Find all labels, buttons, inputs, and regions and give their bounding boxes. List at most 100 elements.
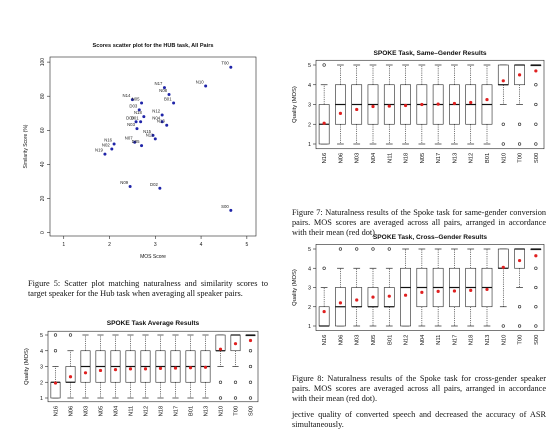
outlier-point <box>534 83 538 87</box>
y-tick-label: 3 <box>308 103 311 109</box>
scatter-point-label: S00 <box>221 204 229 209</box>
outlier-point <box>53 333 58 337</box>
mean-dot <box>355 298 359 302</box>
mean-dot <box>485 97 489 102</box>
box-label: N03 <box>355 153 361 164</box>
y-axis-label: Quality (MOS) <box>292 86 298 123</box>
y-tick-label: 2 <box>308 122 311 128</box>
mean-dot <box>188 366 193 370</box>
mean-dot <box>517 258 522 263</box>
scatter-point-label: N16 <box>104 137 112 142</box>
box <box>351 287 363 308</box>
y-tick-label: 2 <box>308 305 311 311</box>
outlier-point <box>218 380 223 384</box>
box-label: N10 <box>501 153 507 164</box>
scatter-point <box>137 108 141 112</box>
box-label: N13 <box>485 335 491 346</box>
box-label: N18 <box>159 406 165 417</box>
outlier-point <box>534 324 538 328</box>
box-label: N03 <box>84 406 90 417</box>
mean-dot <box>143 367 148 371</box>
box-label: T00 <box>518 153 524 163</box>
scatter-point-label: N10 <box>196 79 204 84</box>
scatter-point-label: N15 <box>143 129 151 134</box>
scatter-title: Scores scatter plot for the HUB task, Al… <box>92 43 213 49</box>
scatter-point <box>167 93 171 97</box>
box-label: N11 <box>436 335 442 345</box>
scatter-point-label: D00 <box>126 115 134 120</box>
box-label: N17 <box>452 335 458 346</box>
y-axis-label: Quality (MOS) <box>24 348 30 385</box>
scatter-point-label: T00 <box>221 61 229 66</box>
mean-dot <box>501 265 505 269</box>
box-label: N05 <box>99 406 105 417</box>
x-tick-label: 5 <box>245 242 248 248</box>
box-label: N04 <box>420 334 426 345</box>
y-tick-label: 4 <box>40 349 43 355</box>
mean-dot <box>485 287 489 292</box>
box-label: N05 <box>420 153 426 164</box>
mean-dot <box>218 347 223 351</box>
x-tick-label: 4 <box>200 242 203 248</box>
mean-dot <box>501 79 505 83</box>
mean-dot <box>420 290 424 294</box>
outlier-point <box>517 142 522 146</box>
cross-gender-boxplot: SPOKE Task, Cross–Gender Results 1 2 3 4 5 Qua… <box>292 234 545 346</box>
outlier-point <box>501 142 505 146</box>
box-label: N04 <box>114 405 120 416</box>
scatter-point-label: N05 <box>132 97 140 102</box>
scatter-point-label: N18 <box>134 110 142 115</box>
boxplot-frame <box>315 59 545 150</box>
box-label: N11 <box>387 153 393 163</box>
box <box>65 366 76 383</box>
boxplot-frame <box>315 244 545 331</box>
scatter-plot: Scores scatter plot for the HUB task, Al… <box>23 43 257 260</box>
outlier-point <box>534 305 538 309</box>
scatter-point <box>139 120 143 124</box>
outlier-point <box>248 396 253 400</box>
mean-dot <box>469 100 473 105</box>
mean-dot <box>469 288 473 292</box>
y-tick-label: 3 <box>308 286 311 292</box>
outlier-point <box>501 122 505 126</box>
x-tick-label: 3 <box>154 242 157 248</box>
outlier-point <box>534 142 538 146</box>
scatter-frame <box>49 56 257 237</box>
y-tick-label: 1 <box>40 396 43 402</box>
mean-dot <box>452 101 457 106</box>
scatter-point <box>103 152 107 156</box>
box-label: S00 <box>534 153 540 163</box>
y-tick-label: 5 <box>308 247 311 253</box>
mean-dot <box>248 338 253 343</box>
outlier-point <box>501 324 505 328</box>
box <box>497 248 509 269</box>
y-axis-label: Similarity Score (%) <box>23 124 29 168</box>
mean-dot <box>98 368 103 373</box>
x-axis-label: MOS Score <box>140 254 166 260</box>
mean-dot <box>371 295 375 299</box>
boxplot-title: SPOKE Task, Same–Gender Results <box>373 50 486 57</box>
mean-dot <box>420 102 424 107</box>
box-label: N12 <box>404 335 410 346</box>
scatter-point <box>160 113 164 117</box>
scatter-point-label: D03 <box>129 103 137 108</box>
figure-5-scatter: Scores scatter plot for the HUB task, Al… <box>18 40 268 278</box>
outlier-point <box>248 364 253 369</box>
mean-dot <box>338 111 343 115</box>
mean-dot <box>322 309 326 314</box>
box-label: N10 <box>501 335 507 346</box>
scatter-point <box>130 98 134 102</box>
body-paragraph: jective quality of converted speech and … <box>292 410 546 430</box>
scatter-point <box>229 208 233 212</box>
outlier-point <box>233 380 238 384</box>
outlier-point <box>387 247 391 251</box>
scatter-point <box>204 84 208 88</box>
scatter-point-label: N08 <box>159 88 167 93</box>
outlier-point <box>53 349 58 353</box>
figure-5-caption: Figure 5: Scatter plot matching naturaln… <box>28 279 268 299</box>
mean-dot <box>68 375 73 379</box>
y-tick-label: 2 <box>40 380 43 386</box>
mean-dot <box>534 69 538 73</box>
outlier-point <box>517 305 522 309</box>
box-label: B01 <box>387 335 393 345</box>
